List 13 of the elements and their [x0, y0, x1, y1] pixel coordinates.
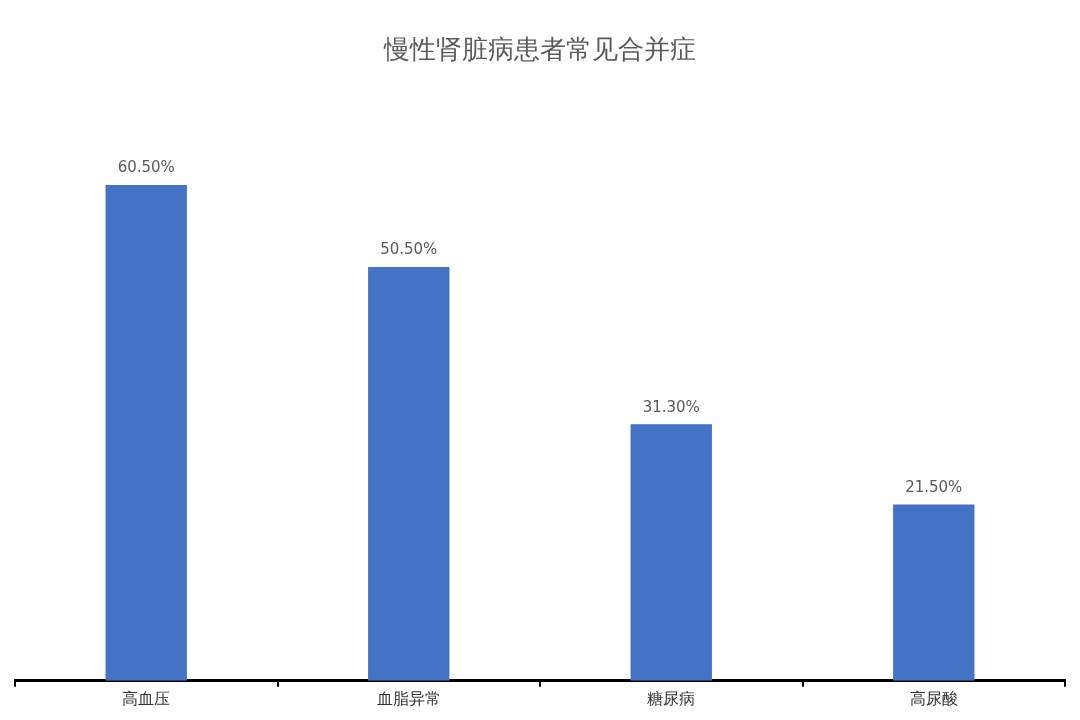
data-label: 31.30%: [642, 397, 700, 416]
data-label: 21.50%: [905, 478, 963, 497]
bar: [368, 266, 450, 681]
bar: [630, 424, 712, 681]
x-tick-label: 高尿酸: [909, 688, 958, 708]
x-tick-label: 高血压: [122, 688, 171, 708]
data-label: 50.50%: [380, 240, 438, 259]
bar: [105, 185, 187, 681]
x-tick-label: 糖尿病: [647, 688, 696, 708]
data-label: 60.50%: [117, 158, 175, 177]
x-tick-label: 血脂异常: [376, 688, 441, 708]
chart-title: 慢性肾脏病患者常见合并症: [383, 34, 696, 65]
bar: [893, 504, 975, 681]
